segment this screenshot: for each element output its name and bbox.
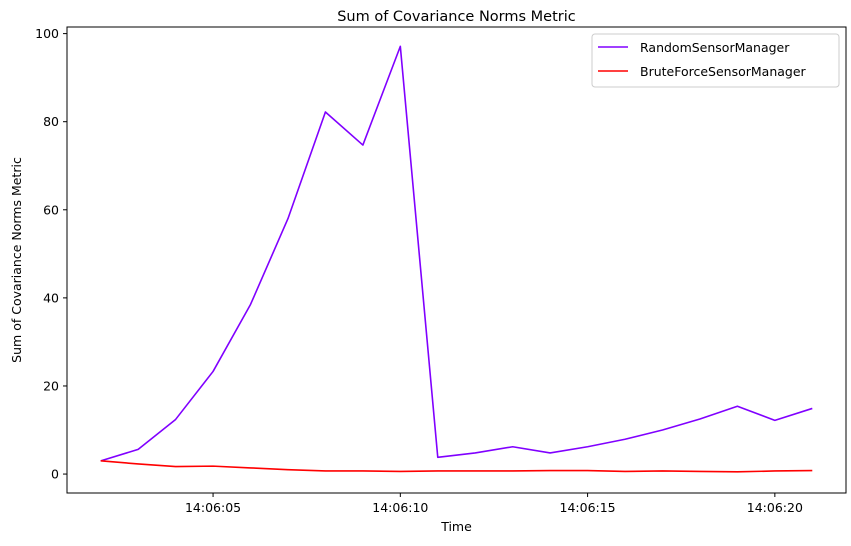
legend-box xyxy=(591,33,840,88)
y-tick-label: 20 xyxy=(43,378,59,393)
y-axis-label: Sum of Covariance Norms Metric xyxy=(9,157,24,363)
legend-label-bruteforce: BruteForceSensorManager xyxy=(640,64,807,79)
series-lines xyxy=(100,45,813,473)
x-tick-label: 14:06:15 xyxy=(560,500,616,515)
legend-label-random: RandomSensorManager xyxy=(640,40,790,55)
x-tick-label: 14:06:05 xyxy=(185,500,241,515)
x-axis-label: Time xyxy=(440,519,472,534)
x-tick-label: 14:06:10 xyxy=(372,500,428,515)
y-axis: 0 20 40 60 80 100 xyxy=(35,26,67,482)
y-tick-label: 60 xyxy=(43,202,59,217)
legend: RandomSensorManager BruteForceSensorMana… xyxy=(591,33,840,88)
plot-area xyxy=(66,26,847,494)
chart-title: Sum of Covariance Norms Metric xyxy=(337,9,576,25)
series-line-brute-force-sensor-manager xyxy=(100,460,813,473)
y-tick-label: 40 xyxy=(43,290,59,305)
y-tick-label: 0 xyxy=(51,467,59,482)
x-tick-label: 14:06:20 xyxy=(747,500,803,515)
y-tick-label: 80 xyxy=(43,114,59,129)
series-line-random-sensor-manager xyxy=(100,45,813,462)
y-tick-label: 100 xyxy=(35,26,59,41)
x-axis: 14:06:05 14:06:10 14:06:15 14:06:20 xyxy=(185,493,803,515)
